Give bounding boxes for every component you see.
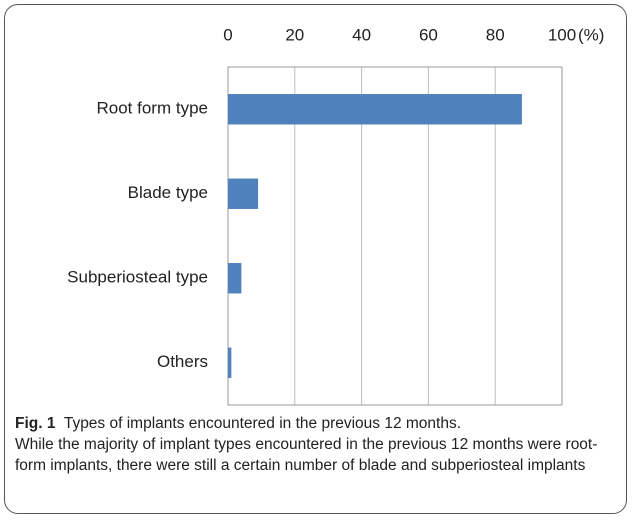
chart: 0 20 40 60 80 100 (%) Root form type Blade type S… (67, 25, 604, 406)
x-tick-label: 20 (285, 25, 304, 44)
figure: 0 20 40 60 80 100 (%) Root form type Blade type S… (4, 4, 627, 514)
caption-title: Types of implants encountered in the pre… (63, 415, 462, 432)
x-tick-label: 80 (486, 25, 505, 44)
bar (228, 263, 242, 294)
plot-border (227, 66, 563, 406)
y-tick-label: Blade type (128, 183, 208, 202)
y-tick-label: Subperiosteal type (67, 268, 208, 287)
caption-label: Fig. 1 (15, 415, 56, 432)
caption-text: While the majority of implant types enco… (15, 436, 598, 474)
y-tick-label: Root form type (97, 99, 209, 118)
x-axis-label: (%) (578, 25, 604, 44)
x-tick-label: 100 (548, 25, 576, 44)
bar (228, 347, 232, 378)
y-tick-label: Others (157, 352, 208, 371)
bar (228, 178, 259, 209)
x-tick-label: 40 (352, 25, 371, 44)
bar (228, 94, 522, 125)
x-tick-label: 60 (419, 25, 438, 44)
x-tick-label: 0 (223, 25, 232, 44)
caption: Fig. 1 Types of implants encountered in … (15, 413, 625, 476)
